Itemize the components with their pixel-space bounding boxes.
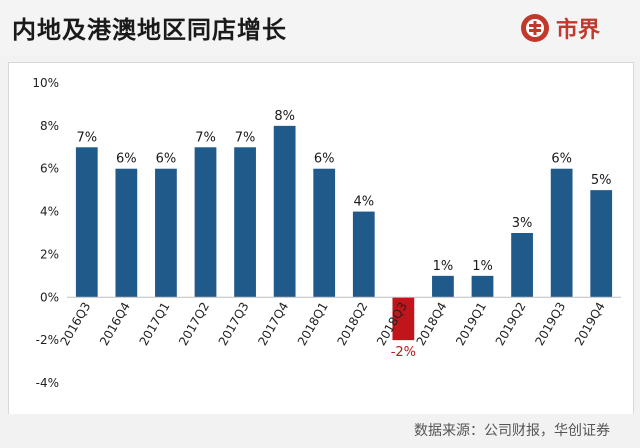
y-axis-labels: 10% 8% 6% 4% 2% 0% -2% -4% (32, 76, 59, 390)
bar (511, 233, 533, 298)
bar-chart: 10%8%6%4%2%0%-2%-4% 7%6% 6%7% 7%8%6%4%-2%1… (32, 76, 621, 390)
x-tick-label: 2017Q3 (216, 300, 252, 348)
data-label: 8% (274, 109, 295, 124)
bar (590, 190, 613, 298)
data-label: 1% (472, 259, 493, 274)
bars (75, 125, 613, 341)
bar (471, 275, 494, 298)
x-tick-label: 2018Q2 (334, 300, 370, 348)
y-tick-label: -2% (36, 333, 59, 347)
data-label: 3% (512, 216, 533, 231)
data-label: 6% (156, 152, 177, 167)
x-tick-label: 2016Q4 (97, 300, 133, 348)
source-note: 数据来源：公司财报，华创证券 (414, 423, 610, 439)
brand: 市界 (520, 12, 600, 44)
data-label: -2% (391, 345, 416, 360)
bar (234, 147, 256, 298)
y-tick-label: 6% (40, 162, 59, 176)
bar (352, 211, 375, 298)
y-tick-label: 4% (40, 205, 59, 219)
x-tick-label: 2017Q4 (255, 300, 291, 348)
bar (432, 275, 454, 298)
bar (313, 168, 336, 298)
data-label: 5% (591, 173, 612, 188)
y-tick-label: 10% (32, 76, 59, 90)
bar (392, 297, 415, 341)
x-tick-label: 2019Q2 (493, 300, 529, 348)
bar (550, 168, 573, 298)
page-title: 内地及港澳地区同店增长 (12, 16, 287, 44)
y-tick-label: 0% (40, 290, 59, 304)
bar (155, 168, 177, 298)
data-labels: 7% 6% 6% 7% 7% 8% 6% 4% -2% 1% 1% 3% 6% 5% (76, 109, 611, 360)
data-label: 4% (353, 195, 374, 210)
x-tick-label: 2019Q4 (572, 300, 608, 348)
data-label: 7% (76, 130, 97, 145)
footer: 数据来源：公司财报，华创证券 (0, 414, 640, 448)
data-label: 7% (235, 130, 256, 145)
brand-logo-icon (520, 14, 549, 42)
x-tick-label: 2019Q3 (532, 300, 568, 348)
data-label: 6% (551, 152, 572, 167)
y-tick-label: 2% (40, 247, 59, 261)
x-tick-label: 2018Q1 (295, 300, 331, 348)
y-tick-label: -4% (36, 376, 59, 390)
data-label: 6% (314, 152, 335, 167)
chart-card: 10% 8% 6% 4% 2% 0% -2% -4% 7% 6% 6% 7% 7% 8% 6% 4% -2% 1… (8, 62, 634, 416)
bar (194, 147, 217, 298)
x-tick-label: 2016Q3 (57, 300, 93, 348)
brand-name: 市界 (555, 18, 600, 43)
bar (75, 147, 98, 298)
x-tick-label: 2017Q2 (176, 300, 212, 348)
x-tick-label: 2019Q1 (453, 300, 489, 348)
bar (273, 125, 296, 298)
x-axis-labels: 2016Q3 2016Q4 2017Q1 2017Q2 2017Q3 2017Q4 2018… (57, 300, 607, 348)
x-tick-label: 2017Q1 (137, 300, 173, 348)
bar (115, 168, 138, 298)
header: 内地及港澳地区同店增长 市界 (0, 0, 640, 56)
data-label: 1% (433, 259, 454, 274)
x-tick-label: 2018Q4 (414, 300, 450, 348)
data-label: 6% (116, 152, 137, 167)
y-tick-label: 8% (40, 119, 59, 133)
data-label: 7% (195, 130, 216, 145)
